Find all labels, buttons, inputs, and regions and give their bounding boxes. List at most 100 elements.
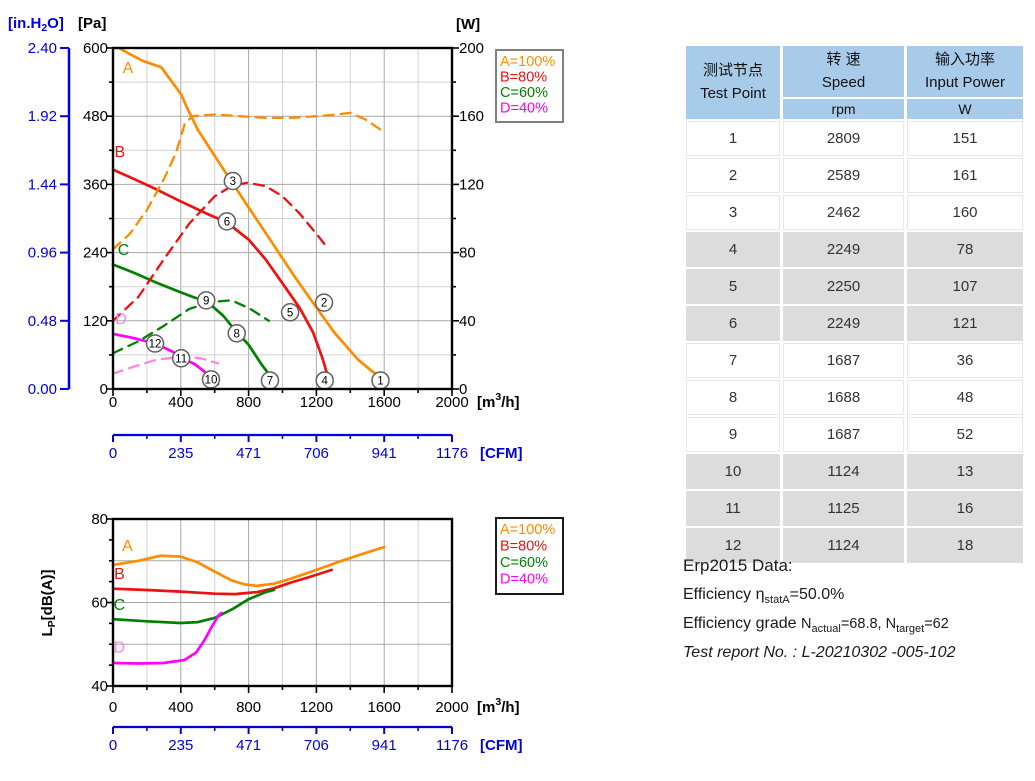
svg-text:12: 12	[149, 339, 162, 351]
table-row: 7 1687 36	[686, 343, 1023, 378]
cell-power: 52	[907, 417, 1023, 452]
curve-label-C: C	[114, 597, 126, 614]
col-unit-w: W	[907, 99, 1023, 119]
svg-text:400: 400	[168, 699, 193, 716]
svg-text:1.44: 1.44	[28, 176, 57, 193]
cell-test-point: 9	[686, 417, 780, 452]
cell-speed: 2462	[783, 195, 904, 230]
svg-text:10: 10	[205, 374, 218, 386]
cell-test-point: 6	[686, 306, 780, 341]
cell-test-point: 2	[686, 158, 780, 193]
curve-label-D: D	[114, 640, 126, 657]
cell-power: 48	[907, 380, 1023, 415]
svg-text:80: 80	[91, 511, 108, 528]
test-point-marker-11	[171, 349, 191, 368]
cell-power: 78	[907, 232, 1023, 267]
test-point-marker-2	[314, 293, 334, 312]
curve-D-noise	[111, 611, 223, 665]
test-point-marker-5	[280, 303, 300, 322]
curve-label-B: B	[114, 566, 125, 583]
curve-label-A: A	[123, 60, 134, 77]
svg-text:1176: 1176	[436, 445, 468, 462]
test-point-marker-6	[217, 212, 237, 231]
cell-speed: 1124	[783, 454, 904, 489]
svg-text:0.96: 0.96	[28, 245, 57, 262]
cell-power: 161	[907, 158, 1023, 193]
test-point-marker-9	[196, 291, 216, 310]
svg-text:1.92: 1.92	[28, 108, 57, 125]
cell-speed: 2249	[783, 232, 904, 267]
cell-power: 13	[907, 454, 1023, 489]
cfm-unit-label: [CFM]	[480, 737, 522, 754]
svg-text:1600: 1600	[368, 699, 401, 716]
curve-label-A: A	[122, 538, 133, 555]
cell-power: 36	[907, 343, 1023, 378]
curve-C-noise	[111, 588, 276, 625]
svg-text:2: 2	[321, 298, 327, 310]
cell-test-point: 4	[686, 232, 780, 267]
cell-test-point: 8	[686, 380, 780, 415]
cell-test-point: 1	[686, 121, 780, 156]
col-header-speed: 转 速 Speed	[783, 46, 904, 97]
curve-A-input-power	[111, 111, 382, 251]
legend-item: B=80%	[500, 539, 547, 555]
svg-text:800: 800	[236, 699, 261, 716]
svg-text:2.40: 2.40	[28, 40, 57, 57]
test-point-table-wrap: 测试节点 Test Point 转 速 Speed 输入功率 Input Power rpm…	[683, 44, 1023, 565]
svg-text:1: 1	[377, 375, 383, 387]
svg-text:160: 160	[459, 108, 484, 125]
svg-text:8: 8	[234, 328, 240, 340]
erp-data-block: Erp2015 Data: Efficiency ηstatA=50.0% Ef…	[683, 556, 1028, 662]
svg-text:480: 480	[83, 108, 108, 125]
legend-item: C=60%	[500, 85, 548, 101]
col-header-test-point: 测试节点 Test Point	[686, 46, 780, 119]
cell-test-point: 10	[686, 454, 780, 489]
svg-text:7: 7	[267, 375, 273, 387]
flow-unit-label: [m3/h]	[477, 391, 520, 411]
cell-speed: 1124	[783, 528, 904, 563]
svg-text:2000: 2000	[435, 699, 468, 716]
svg-text:0: 0	[100, 381, 108, 398]
noise-level-chart: ABC D 0 400 800 1200 1600 2000 [m3/h] 80 60 40 LP[dB…	[39, 511, 564, 754]
svg-text:941: 941	[372, 445, 397, 462]
curve-B-noise	[111, 568, 334, 596]
legend-item: B=80%	[500, 70, 547, 86]
svg-text:120: 120	[83, 313, 108, 330]
svg-text:40: 40	[91, 678, 108, 695]
cell-speed: 2809	[783, 121, 904, 156]
w-unit-label: [W]	[456, 16, 480, 33]
svg-text:1600: 1600	[368, 394, 401, 411]
svg-text:40: 40	[459, 313, 476, 330]
svg-text:941: 941	[372, 737, 397, 754]
cfm-unit-label: [CFM]	[480, 445, 522, 462]
cell-power: 121	[907, 306, 1023, 341]
cell-speed: 1125	[783, 491, 904, 526]
svg-text:0: 0	[459, 381, 467, 398]
svg-text:706: 706	[304, 737, 329, 754]
curve-C-input-power	[111, 299, 271, 355]
flow-unit-label: [m3/h]	[477, 696, 520, 716]
cell-test-point: 12	[686, 528, 780, 563]
cell-speed: 1687	[783, 417, 904, 452]
svg-text:706: 706	[304, 445, 329, 462]
legend-box	[495, 49, 564, 123]
cell-speed: 2589	[783, 158, 904, 193]
svg-text:400: 400	[168, 394, 193, 411]
cell-test-point: 5	[686, 269, 780, 304]
table-row: 2 2589 161	[686, 158, 1023, 193]
svg-text:240: 240	[83, 245, 108, 262]
svg-text:471: 471	[236, 737, 261, 754]
cell-speed: 2249	[783, 306, 904, 341]
svg-text:0: 0	[109, 699, 117, 716]
legend-item: C=60%	[500, 555, 548, 571]
table-row: 6 2249 121	[686, 306, 1023, 341]
legend-item: A=100%	[500, 54, 555, 70]
erp-title: Erp2015 Data:	[683, 556, 793, 575]
svg-text:9: 9	[203, 295, 209, 307]
curve-label-B: B	[114, 144, 125, 161]
pa-unit-label: [Pa]	[78, 15, 106, 32]
svg-text:1200: 1200	[300, 394, 333, 411]
curve-label-D: D	[115, 311, 127, 328]
svg-text:471: 471	[236, 445, 261, 462]
